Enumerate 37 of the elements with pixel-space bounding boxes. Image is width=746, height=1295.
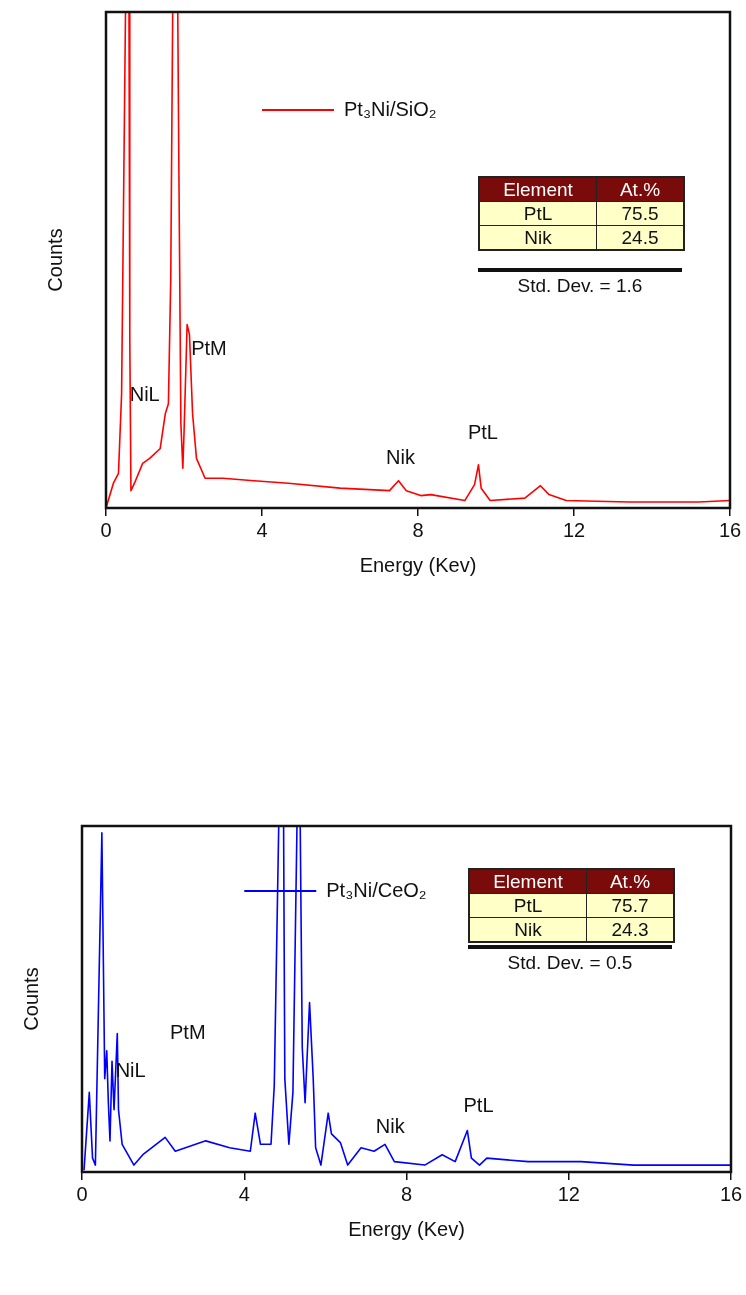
annotation: NiL xyxy=(129,382,160,405)
annotation: Element xyxy=(479,177,597,202)
x-tick-label: 4 xyxy=(238,1182,250,1205)
annotation: 24.5 xyxy=(596,225,684,250)
annotation: Nik xyxy=(469,917,587,942)
y-axis-title: Counts xyxy=(43,228,66,292)
annotation: PtL xyxy=(479,201,597,226)
annotation: PtL xyxy=(467,421,498,444)
annotation: 75.7 xyxy=(586,893,674,918)
x-tick-label: 8 xyxy=(400,1182,413,1205)
x-tick-label: 16 xyxy=(719,1182,743,1205)
x-axis-title: Energy (Kev) xyxy=(348,1217,465,1240)
annotation: PtM xyxy=(191,336,227,359)
annotation: 24.3 xyxy=(586,917,674,942)
annotation: Element xyxy=(469,869,587,894)
legend-label: Pt₃Ni/CeO₂ xyxy=(326,878,427,901)
x-tick-label: 4 xyxy=(256,518,268,541)
legend-label: Pt₃Ni/SiO₂ xyxy=(344,97,437,120)
annotation: Nik xyxy=(375,1114,406,1137)
x-tick-label: 12 xyxy=(557,1182,580,1205)
x-tick-label: 0 xyxy=(100,518,112,541)
annotation: PtL xyxy=(469,893,587,918)
annotation: At.% xyxy=(586,869,674,894)
std-dev-note: Std. Dev. = 0.5 xyxy=(468,945,672,974)
annotation: 75.5 xyxy=(596,201,684,226)
x-tick-label: 0 xyxy=(76,1182,88,1205)
annotation: Nik xyxy=(386,445,416,468)
std-dev-note: Std. Dev. = 1.6 xyxy=(478,268,682,297)
annotation: At.% xyxy=(596,177,684,202)
x-tick-label: 8 xyxy=(412,518,424,541)
x-tick-label: 12 xyxy=(562,518,586,541)
annotation: PtM xyxy=(170,1021,206,1044)
x-axis-title: Energy (Kev) xyxy=(359,553,477,576)
x-tick-label: 16 xyxy=(718,518,742,541)
annotation: Nik xyxy=(479,225,597,250)
annotation: PtL xyxy=(463,1093,494,1116)
y-axis-title: Counts xyxy=(19,967,42,1031)
